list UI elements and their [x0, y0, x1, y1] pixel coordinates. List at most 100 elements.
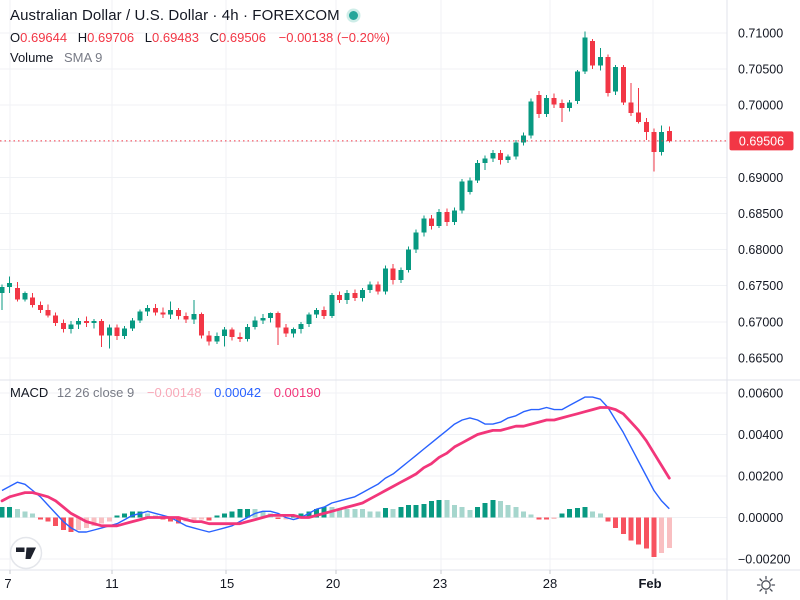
candle: [290, 327, 296, 338]
candle-body: [83, 321, 89, 324]
macd-histogram-bar: [505, 505, 511, 518]
candle-body: [313, 310, 319, 315]
candle: [53, 312, 59, 327]
candle: [367, 281, 373, 293]
price-axis-label: 0.68500: [738, 207, 783, 221]
macd-histogram-bar: [99, 517, 105, 524]
macd-histogram-bar: [206, 517, 212, 521]
macd-histogram-bar: [214, 515, 220, 518]
candle: [452, 207, 458, 226]
symbol-title[interactable]: Australian Dollar / U.S. Dollar · 4h · F…: [10, 7, 340, 24]
candle: [122, 326, 128, 340]
candle: [283, 323, 289, 337]
candle-body: [436, 212, 442, 226]
candle-body: [298, 323, 304, 330]
macd-histogram-bar: [590, 511, 596, 518]
candle: [429, 214, 435, 230]
candle: [467, 177, 473, 195]
candle: [475, 160, 481, 184]
price-axis-label: 0.66500: [738, 351, 783, 365]
macd-histogram-bar: [298, 513, 304, 518]
macd-histogram-bar: [22, 511, 28, 518]
macd-histogram-bar: [283, 517, 289, 520]
macd-histogram-bar: [620, 517, 626, 535]
time-axis[interactable]: 7 11 15 20 23 28 Feb: [4, 570, 662, 591]
candle-body: [490, 152, 496, 159]
macd-histogram-bar: [106, 517, 112, 522]
market-status-dot[interactable]: [348, 11, 358, 20]
macd-histogram-bar: [498, 500, 504, 518]
candle-body: [336, 295, 342, 301]
candle: [666, 126, 672, 143]
candle-body: [283, 327, 289, 334]
macd-histogram-bar: [528, 514, 534, 518]
svg-text:0.69506: 0.69506: [739, 134, 784, 148]
candle-body: [275, 313, 281, 328]
last-price-badge: 0.69506: [729, 131, 794, 151]
macd-histogram-bar: [521, 511, 527, 518]
candle-body: [390, 268, 396, 280]
candlestick-series: [0, 31, 672, 349]
candle: [344, 290, 350, 304]
candle-body: [191, 313, 197, 320]
candle-body: [513, 142, 519, 157]
macd-histogram-bar: [375, 511, 381, 518]
macd-histogram-bar: [60, 517, 66, 530]
macd-histogram-bar: [406, 505, 412, 518]
macd-histogram-bar: [30, 513, 36, 518]
macd-histogram-bar: [444, 499, 450, 518]
candle: [83, 316, 89, 327]
macd-histogram-bar: [168, 517, 174, 522]
candle: [129, 318, 135, 332]
candle-body: [567, 102, 573, 109]
macd-indicator-label[interactable]: MACD: [10, 385, 49, 400]
candle: [398, 267, 404, 283]
candle: [597, 48, 603, 71]
candle-body: [536, 95, 542, 114]
macd-histogram-bar: [114, 515, 120, 518]
settings-gear-icon[interactable]: [754, 573, 778, 597]
macd-histogram: [0, 499, 672, 557]
macd-histogram-bar: [129, 511, 135, 518]
candle-body: [528, 101, 534, 136]
candle-body: [398, 269, 404, 280]
macd-histogram-bar: [452, 505, 458, 518]
candle-body: [122, 328, 128, 337]
macd-histogram-bar: [643, 517, 649, 549]
candle: [14, 282, 20, 302]
candle-body: [0, 287, 5, 293]
candle: [183, 312, 189, 324]
volume-indicator-label[interactable]: Volume: [10, 50, 54, 65]
candle-body: [160, 312, 166, 315]
price-axis[interactable]: 0.71000 0.70500 0.70000 0.69000 0.68500 0.680…: [738, 27, 791, 567]
candle-body: [290, 329, 296, 334]
macd-histogram-bar: [229, 511, 235, 518]
macd-histogram-bar: [91, 517, 97, 526]
price-axis-label: 0.71000: [738, 27, 783, 41]
candle: [168, 301, 174, 319]
macd-histogram-bar: [191, 517, 197, 522]
candle-body: [375, 284, 381, 292]
candle: [559, 99, 565, 122]
macd-histogram-bar: [14, 509, 20, 518]
candle-body: [452, 210, 458, 223]
candle: [643, 118, 649, 140]
macd-histogram-bar: [628, 517, 634, 541]
tradingview-logo[interactable]: [6, 533, 46, 573]
macd-histogram-bar: [390, 509, 396, 518]
candle: [160, 307, 166, 319]
price-axis-label: 0.67500: [738, 279, 783, 293]
candle-body: [229, 329, 235, 337]
candle: [214, 332, 220, 345]
macd-histogram-bar: [45, 517, 51, 522]
macd-histogram-bar: [582, 507, 588, 518]
candle: [628, 82, 634, 117]
candle: [505, 154, 511, 163]
price-axis-label: 0.67000: [738, 315, 783, 329]
candle-body: [467, 180, 473, 192]
macd-histogram-bar: [544, 517, 550, 520]
candle: [651, 128, 657, 172]
candle-body: [643, 121, 649, 132]
candle: [620, 64, 626, 106]
